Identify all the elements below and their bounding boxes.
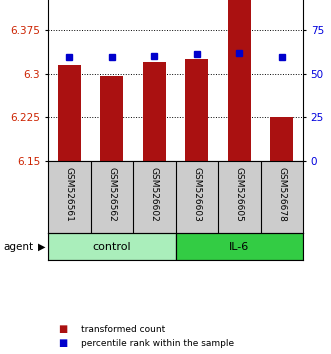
Text: ■: ■ bbox=[58, 338, 67, 348]
Text: IL-6: IL-6 bbox=[229, 241, 249, 251]
Text: GSM526678: GSM526678 bbox=[277, 167, 286, 222]
Text: ▶: ▶ bbox=[38, 241, 46, 251]
Bar bbox=[48, 233, 175, 260]
Text: GSM526562: GSM526562 bbox=[107, 167, 116, 222]
Text: GSM526561: GSM526561 bbox=[65, 167, 74, 222]
Bar bbox=[175, 233, 303, 260]
Text: GSM526603: GSM526603 bbox=[192, 167, 201, 222]
Text: percentile rank within the sample: percentile rank within the sample bbox=[81, 339, 234, 348]
Text: transformed count: transformed count bbox=[81, 325, 166, 334]
Text: ■: ■ bbox=[58, 324, 67, 334]
Text: agent: agent bbox=[3, 241, 33, 251]
Text: control: control bbox=[92, 241, 131, 251]
Bar bbox=[58, 65, 81, 161]
Bar bbox=[100, 76, 123, 161]
Bar bbox=[185, 59, 209, 161]
Text: GSM526605: GSM526605 bbox=[235, 167, 244, 222]
Bar bbox=[143, 62, 166, 161]
Text: GSM526602: GSM526602 bbox=[150, 167, 159, 222]
Bar bbox=[270, 117, 294, 161]
Bar bbox=[228, 0, 251, 161]
